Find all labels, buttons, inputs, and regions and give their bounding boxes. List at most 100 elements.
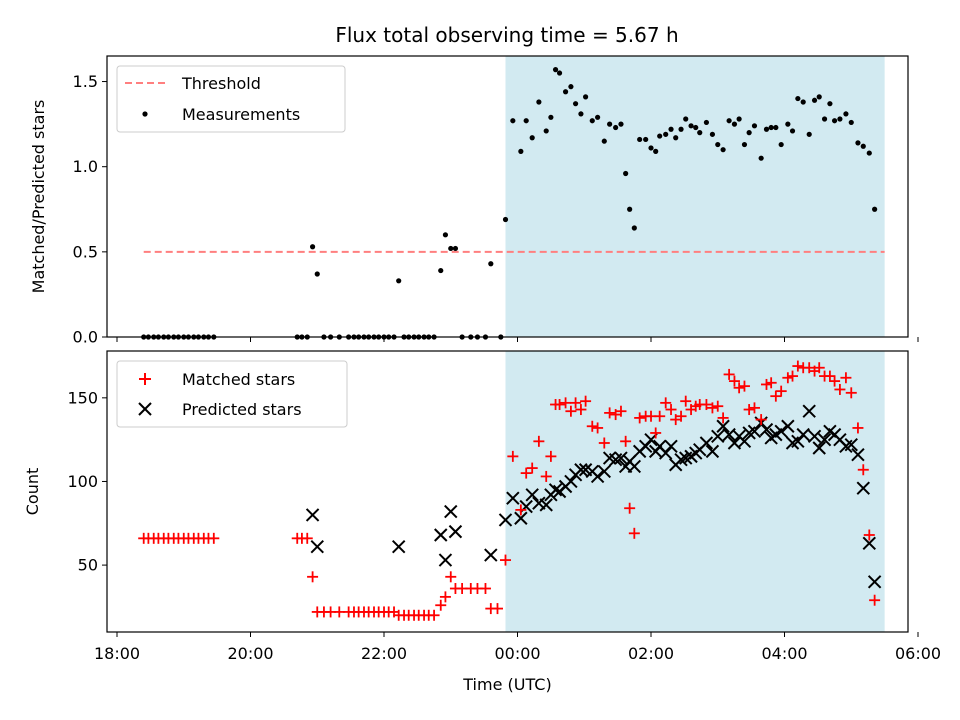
measurement-point: [442, 232, 449, 238]
predicted-star-point: [444, 504, 458, 519]
measurement-point: [726, 118, 732, 124]
predicted-star-point: [574, 463, 588, 477]
measurement-point: [855, 140, 861, 146]
y-axis-label-bottom: Count: [23, 468, 42, 516]
measurement-point: [768, 124, 774, 131]
matched-star-point: [624, 502, 636, 514]
measurement-point: [763, 126, 770, 132]
matched-star-point: [333, 606, 345, 618]
observing-window-shade-bottom: [505, 351, 885, 632]
matched-star-point: [755, 414, 767, 426]
legend-box-bottom: [116, 360, 348, 428]
measurement-point: [523, 118, 529, 124]
matched-star-point: [604, 407, 616, 419]
measurement-point: [582, 94, 589, 100]
measurement-point: [529, 135, 535, 141]
x-tick-label: 00:00: [494, 644, 540, 663]
measurement-point: [715, 141, 721, 148]
matched-star-points: [138, 360, 881, 621]
axes-frame-top: [106, 55, 909, 338]
measurement-point: [643, 136, 649, 143]
measurement-point: [502, 216, 509, 223]
measurement-point: [848, 119, 854, 126]
measurement-point: [816, 94, 822, 100]
matched-star-point: [620, 435, 632, 447]
x-axis-label: Time (UTC): [462, 675, 551, 694]
matched-star-point: [301, 532, 313, 544]
predicted-star-point: [597, 464, 611, 479]
matched-star-point: [615, 405, 627, 417]
matched-star-point: [307, 571, 319, 583]
x-tick-label: 02:00: [628, 644, 674, 663]
matched-star-point: [598, 437, 610, 449]
axes-frame-bottom: [106, 350, 909, 633]
predicted-star-point: [674, 453, 688, 467]
measurement-point: [720, 147, 726, 153]
measurement-point: [693, 124, 699, 131]
measurement-point: [543, 128, 549, 134]
matched-star-point: [857, 464, 869, 476]
measurement-point: [552, 67, 559, 73]
measurement-point: [795, 95, 801, 102]
matched-star-point: [723, 368, 735, 380]
matched-star-point: [565, 405, 577, 417]
matched-star-point: [439, 591, 451, 603]
measurement-point: [613, 124, 619, 131]
predicted-star-point: [747, 424, 762, 438]
matched-star-point: [660, 397, 672, 409]
matched-star-point: [435, 599, 447, 611]
predicted-star-point: [817, 432, 832, 447]
legend-measurement-swatch: [142, 111, 148, 117]
measurement-point: [751, 123, 758, 129]
matched-star-point: [491, 603, 503, 615]
chart-title: Flux total observing time = 5.67 h: [335, 23, 678, 47]
matched-star-point: [869, 594, 881, 606]
measurement-point: [785, 121, 791, 127]
predicted-star-point: [506, 491, 520, 505]
measurement-point: [548, 114, 554, 120]
predicted-star-point: [699, 436, 714, 450]
predicted-star-points: [305, 404, 882, 589]
measurement-point: [623, 170, 629, 177]
x-tick-label: 22:00: [361, 644, 407, 663]
matched-star-point: [575, 404, 587, 416]
matched-star-point: [852, 422, 864, 434]
measurement-point: [448, 245, 454, 252]
matched-star-point: [834, 383, 846, 395]
x-tick-label: 04:00: [761, 644, 807, 663]
matched-star-point: [706, 402, 718, 414]
matched-star-point: [507, 450, 519, 462]
predicted-star-point: [484, 548, 498, 562]
matched-star-point: [840, 372, 852, 384]
legend-bottom: Matched stars Predicted stars: [116, 360, 348, 428]
matched-star-point: [743, 404, 755, 416]
matched-star-point: [728, 375, 740, 387]
measurement-point: [396, 278, 402, 284]
predicted-star-point: [812, 441, 826, 455]
measurement-point: [697, 130, 703, 136]
matched-star-point: [520, 467, 532, 479]
predicted-star-point: [664, 439, 678, 454]
matched-star-point: [654, 410, 666, 422]
predicted-star-point: [564, 474, 578, 489]
matched-star-point: [760, 378, 772, 390]
measurement-point: [562, 89, 569, 95]
measurement-point: [618, 121, 624, 127]
y-tick-label: 1.0: [73, 157, 98, 176]
matched-star-point: [782, 372, 794, 384]
matched-star-point: [628, 527, 640, 539]
matched-star-point: [570, 397, 582, 409]
matched-star-point: [580, 395, 592, 407]
measurement-point: [736, 116, 742, 122]
predicted-star-point: [867, 575, 882, 589]
matched-star-point: [665, 404, 677, 416]
measurement-point: [627, 206, 633, 212]
predicted-star-point: [802, 404, 816, 418]
legend-top: Threshold Measurements: [116, 65, 346, 133]
predicted-star-point: [305, 508, 320, 522]
y-tick-label: 50: [78, 556, 98, 575]
measurement-point: [758, 155, 764, 161]
matched-star-point: [445, 571, 457, 583]
measurement-point: [678, 126, 684, 132]
